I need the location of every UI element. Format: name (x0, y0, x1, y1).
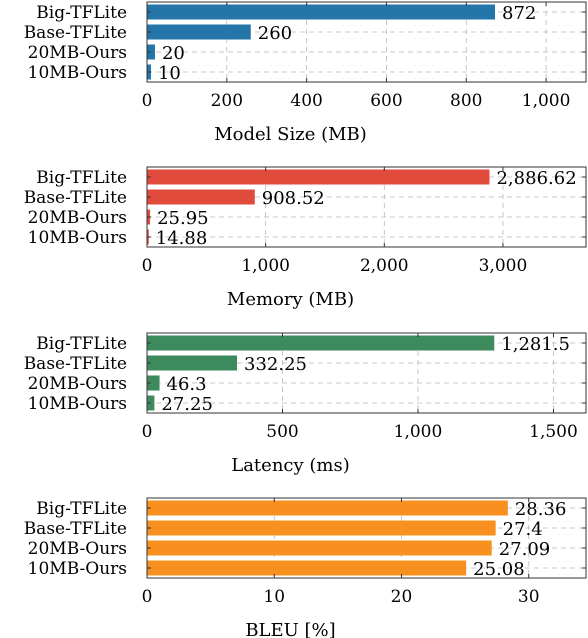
data-label: 260 (258, 23, 292, 44)
bar (147, 520, 496, 536)
plot-frame (146, 1, 587, 83)
bar (147, 4, 496, 20)
category-label: Base-TFLite (24, 519, 127, 539)
x-tick-label: 1,000 (522, 91, 571, 111)
category-label: 10MB-Ours (28, 394, 127, 414)
x-tick-label: 1,000 (394, 422, 443, 442)
category-label: 20MB-Ours (28, 539, 127, 559)
category-label: 10MB-Ours (28, 559, 127, 579)
x-tick-label: 0 (142, 91, 153, 111)
bar (147, 24, 251, 40)
plot-frame (146, 332, 587, 414)
data-label: 872 (502, 3, 536, 24)
chart-panel-2: Big-TFLite 2,886.62 Base-TFLite 908.52 20MB-… (24, 166, 587, 310)
data-label: 14.88 (156, 228, 208, 249)
x-axis-title: Memory (MB) (227, 289, 354, 310)
category-label: 20MB-Ours (28, 374, 127, 394)
category-label: 20MB-Ours (28, 208, 127, 228)
category-label: Base-TFLite (24, 354, 127, 374)
x-tick-label: 2,000 (360, 256, 409, 276)
data-label: 25.08 (473, 559, 525, 580)
bar (147, 189, 255, 205)
x-tick-label: 0 (142, 422, 153, 442)
data-label: 27.09 (499, 539, 551, 560)
data-label: 27.25 (161, 394, 213, 415)
category-label: Big-TFLite (36, 334, 127, 354)
bar (147, 355, 238, 371)
data-label: 2,886.62 (496, 168, 576, 189)
x-tick-label: 0 (142, 587, 153, 607)
category-label: Big-TFLite (36, 499, 127, 519)
x-tick-label: 600 (370, 91, 402, 111)
x-tick-label: 400 (290, 91, 322, 111)
x-axis-title: Model Size (MB) (214, 124, 367, 145)
x-tick-label: 10 (263, 587, 285, 607)
x-tick-label: 1,500 (529, 422, 578, 442)
x-axis-title: BLEU [%] (245, 620, 335, 638)
data-label: 20 (162, 43, 185, 64)
data-label: 1,281.5 (501, 334, 570, 355)
category-label: Big-TFLite (36, 168, 127, 188)
x-tick-label: 30 (518, 587, 540, 607)
data-label: 908.52 (262, 188, 325, 209)
bar (147, 375, 160, 391)
bar (147, 560, 467, 576)
plot-frame (146, 497, 587, 579)
bar (147, 500, 508, 516)
category-label: 10MB-Ours (28, 228, 127, 248)
x-tick-label: 20 (391, 587, 413, 607)
bar (147, 335, 495, 351)
data-label: 46.3 (167, 374, 207, 395)
plot-frame (146, 166, 587, 248)
bar (147, 169, 490, 185)
category-label: Base-TFLite (24, 23, 127, 43)
x-tick-label: 500 (266, 422, 298, 442)
data-label: 27.4 (503, 519, 543, 540)
x-tick-label: 0 (142, 256, 153, 276)
category-label: Base-TFLite (24, 188, 127, 208)
category-label: Big-TFLite (36, 3, 127, 23)
x-axis-title: Latency (ms) (231, 455, 350, 476)
x-tick-label: 800 (450, 91, 482, 111)
data-label: 332.25 (244, 354, 307, 375)
x-tick-label: 3,000 (479, 256, 528, 276)
x-tick-label: 200 (211, 91, 243, 111)
data-label: 25.95 (157, 208, 209, 229)
chart-panel-4: Big-TFLite 28.36 Base-TFLite 27.4 20MB-Ours 2… (24, 497, 587, 638)
chart-panel-3: Big-TFLite 1,281.5 Base-TFLite 332.25 20MB-O… (24, 332, 587, 476)
category-label: 10MB-Ours (28, 63, 127, 83)
bar (147, 540, 492, 556)
x-tick-label: 1,000 (241, 256, 290, 276)
category-label: 20MB-Ours (28, 43, 127, 63)
data-label: 28.36 (515, 499, 567, 520)
data-label: 10 (158, 63, 181, 84)
